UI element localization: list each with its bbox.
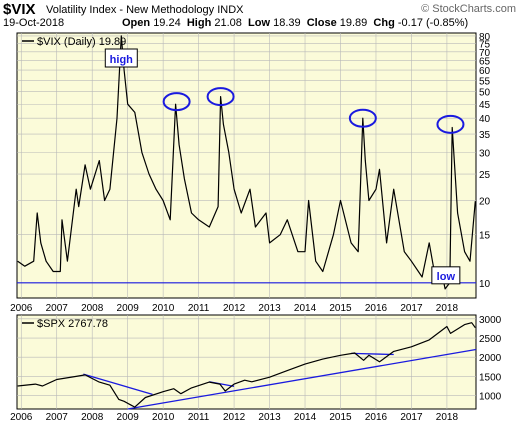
spx-x-tick-label: 2006 bbox=[10, 412, 33, 423]
open-label: Open bbox=[122, 17, 151, 29]
vix-x-tick-label: 2009 bbox=[117, 303, 140, 314]
spx-price-line bbox=[17, 322, 476, 408]
spx-x-tick-label: 2015 bbox=[329, 412, 352, 423]
vix-y-tick-label: 80 bbox=[479, 32, 491, 43]
spx-y-tick-label: 1500 bbox=[479, 372, 502, 383]
spx-x-tick-label: 2013 bbox=[258, 412, 281, 423]
vix-y-tick-label: 75 bbox=[479, 40, 491, 51]
spx-trendline bbox=[83, 373, 153, 396]
vix-y-tick-label: 25 bbox=[479, 170, 491, 181]
vix-price-line bbox=[17, 35, 476, 290]
symbol-title: $VIX bbox=[3, 1, 36, 18]
vix-y-tick-label: 10 bbox=[479, 279, 491, 290]
vix-x-tick-label: 2016 bbox=[365, 303, 388, 314]
vix-x-tick-label: 2012 bbox=[223, 303, 246, 314]
chg-value: -0.17 (-0.85%) bbox=[397, 17, 469, 29]
spx-y-tick-label: 2000 bbox=[479, 353, 502, 364]
spx-x-tick-label: 2007 bbox=[46, 412, 69, 423]
spx-trendline bbox=[351, 352, 394, 356]
spx-legend-label: $SPX 2767.78 bbox=[37, 318, 108, 330]
watermark: © StockCharts.com bbox=[421, 3, 516, 15]
chg-label: Chg bbox=[373, 17, 395, 29]
vix-x-tick-label: 2017 bbox=[400, 303, 423, 314]
vix-x-tick-label: 2018 bbox=[436, 303, 459, 314]
quote-date: 19-Oct-2018 bbox=[3, 17, 65, 29]
index-name: Volatility Index - New Methodology INDX bbox=[46, 4, 244, 16]
chart-header: $VIX Volatility Index - New Methodology … bbox=[0, 0, 520, 32]
vix-y-tick-label: 70 bbox=[479, 48, 491, 59]
low-value: 18.39 bbox=[273, 17, 301, 29]
spx-x-tick-label: 2017 bbox=[400, 412, 423, 423]
vix-x-tick-label: 2008 bbox=[81, 303, 104, 314]
close-value: 19.89 bbox=[339, 17, 368, 29]
low-callout-box bbox=[431, 266, 461, 285]
spx-x-tick-label: 2010 bbox=[152, 412, 175, 423]
vix-x-tick-label: 2013 bbox=[258, 303, 281, 314]
high-callout-label: high bbox=[110, 54, 133, 66]
vix-x-tick-label: 2010 bbox=[152, 303, 175, 314]
vix-y-tick-label: 65 bbox=[479, 57, 491, 68]
spx-trendline bbox=[127, 348, 477, 410]
vix-panel bbox=[16, 32, 477, 299]
vix-y-tick-label: 35 bbox=[479, 130, 491, 141]
vix-x-tick-label: 2011 bbox=[188, 303, 210, 314]
spx-x-tick-label: 2016 bbox=[365, 412, 388, 423]
open-value: 19.24 bbox=[153, 17, 181, 29]
spx-x-tick-label: 2018 bbox=[436, 412, 459, 423]
vix-y-tick-label: 20 bbox=[479, 197, 491, 208]
spx-x-tick-label: 2011 bbox=[188, 412, 210, 423]
vix-x-tick-label: 2014 bbox=[294, 303, 317, 314]
vix-y-tick-label: 50 bbox=[479, 88, 491, 99]
high-callout-box bbox=[104, 48, 138, 68]
ohlc-readout: Open 19.24 High 21.08 Low 18.39 Close 19… bbox=[122, 17, 468, 29]
vix-y-tick-label: 45 bbox=[479, 100, 491, 111]
vix-peak-circle bbox=[162, 92, 191, 112]
vix-peak-circle bbox=[206, 87, 235, 107]
spx-x-tick-label: 2014 bbox=[294, 412, 317, 423]
spx-y-tick-label: 3000 bbox=[479, 315, 502, 326]
vix-x-tick-label: 2015 bbox=[329, 303, 352, 314]
vix-y-tick-label: 30 bbox=[479, 148, 491, 159]
spx-x-tick-label: 2008 bbox=[81, 412, 104, 423]
vix-y-tick-label: 60 bbox=[479, 66, 491, 77]
low-callout-label: low bbox=[437, 271, 456, 283]
close-label: Close bbox=[306, 17, 337, 29]
vix-x-tick-label: 2006 bbox=[10, 303, 33, 314]
vix-x-tick-label: 2007 bbox=[46, 303, 69, 314]
spx-y-tick-label: 1000 bbox=[479, 392, 502, 403]
spx-x-tick-label: 2012 bbox=[223, 412, 246, 423]
spx-y-tick-label: 2500 bbox=[479, 334, 502, 345]
vix-legend-label: $VIX (Daily) 19.89 bbox=[37, 36, 126, 48]
vix-y-tick-label: 15 bbox=[479, 231, 491, 242]
high-value: 21.08 bbox=[214, 17, 242, 29]
high-label: High bbox=[186, 17, 212, 29]
vix-peak-circle bbox=[348, 108, 377, 128]
vix-y-tick-label: 55 bbox=[479, 76, 491, 87]
vix-y-tick-label: 40 bbox=[479, 114, 491, 125]
low-label: Low bbox=[248, 17, 271, 29]
vix-peak-circle bbox=[436, 114, 465, 134]
spx-x-tick-label: 2009 bbox=[117, 412, 140, 423]
